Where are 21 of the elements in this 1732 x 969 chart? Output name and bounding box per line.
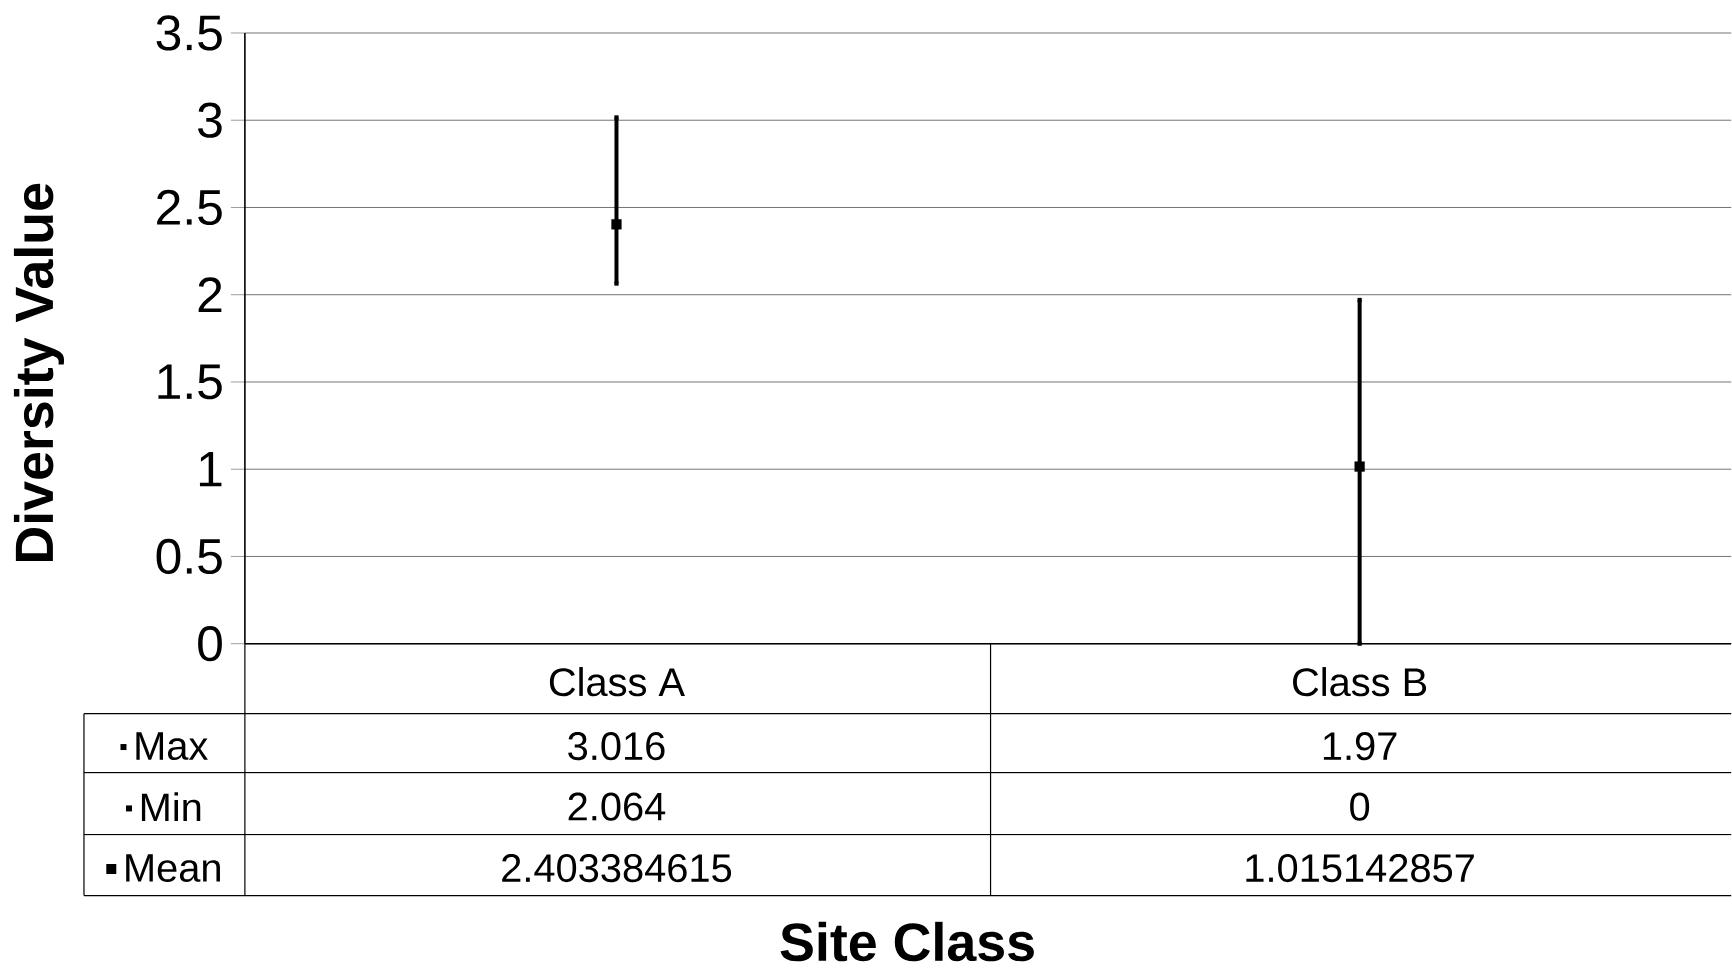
x-axis-title: Site Class [780, 922, 1034, 962]
data-label: 2.403384615 [502, 854, 732, 883]
y-tick-label: 3 [198, 102, 222, 139]
data-label: 3.016 [568, 732, 665, 761]
y-tick-label: 2.5 [157, 190, 222, 226]
y-tick-label: 0 [198, 626, 222, 662]
legend-label: Mean [126, 854, 220, 883]
data-label: 0 [1350, 792, 1370, 821]
y-tick-label: 1 [199, 452, 222, 487]
x-tick-label: Class B [1293, 667, 1427, 697]
data-label: 2.064 [568, 792, 666, 821]
legend-label: Max [136, 732, 208, 761]
y-axis-title: Diversity Value [13, 184, 65, 562]
legend-label: Min [141, 792, 201, 822]
y-tick-label: 3.5 [156, 15, 222, 51]
y-tick-label: 0.5 [156, 539, 222, 575]
data-label: 1.015142857 [1246, 854, 1474, 883]
x-tick-label: Class A [549, 667, 685, 697]
y-tick-label: 2 [198, 277, 222, 313]
data-label: 1.97 [1323, 732, 1397, 761]
y-tick-label: 1.5 [158, 364, 222, 400]
